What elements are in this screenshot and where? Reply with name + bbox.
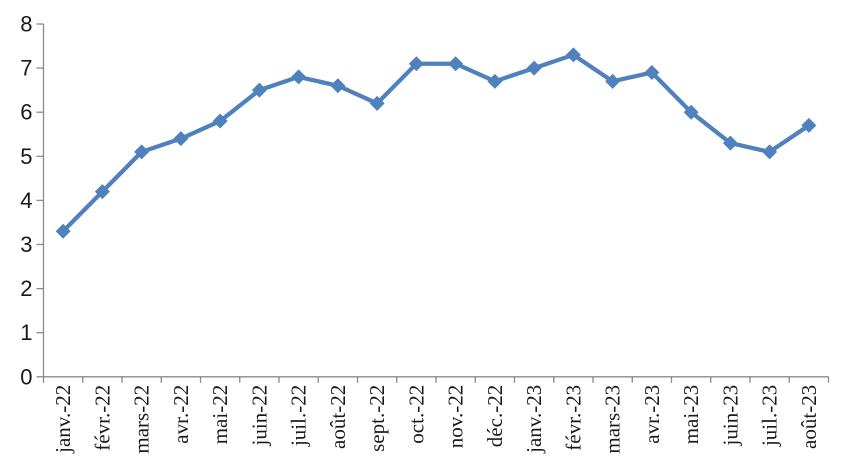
- x-axis-label: avr.-23: [640, 385, 664, 444]
- series-line: [61, 52, 811, 233]
- data-point-marker: [801, 117, 817, 133]
- x-axis-label: oct.-22: [404, 385, 428, 444]
- data-point-marker: [526, 60, 542, 76]
- x-axis-label: mai-23: [679, 385, 703, 444]
- x-axis-label: avr.-22: [169, 385, 193, 444]
- x-axis-label: juin-22: [247, 385, 271, 447]
- x-axis-label: août-22: [326, 385, 350, 449]
- y-axis-label: 3: [20, 232, 32, 257]
- data-point-marker: [291, 69, 307, 85]
- data-point-marker: [212, 113, 228, 129]
- y-axis-label: 1: [20, 320, 32, 345]
- x-axis-label: sept.-22: [365, 385, 389, 452]
- x-axis-label: août-23: [797, 385, 821, 449]
- y-axis-label: 8: [20, 12, 32, 37]
- data-point-marker: [330, 78, 346, 94]
- x-axis-label: févr.-23: [561, 385, 585, 451]
- y-axis-label: 2: [20, 276, 32, 301]
- data-point-marker: [134, 144, 150, 160]
- data-point-marker: [55, 223, 71, 239]
- y-axis-label: 6: [20, 100, 32, 125]
- data-point-marker: [722, 135, 738, 151]
- x-axis-label: mai-22: [208, 385, 232, 444]
- x-axis-label: mars-23: [601, 385, 625, 454]
- y-axis-label: 0: [20, 364, 32, 389]
- data-point-marker: [173, 131, 189, 147]
- data-point-marker: [683, 104, 699, 120]
- x-axis-label: juin-23: [718, 385, 742, 447]
- x-axis-label: mars-22: [130, 385, 154, 454]
- data-point-marker: [605, 73, 621, 89]
- data-point-marker: [94, 184, 110, 200]
- x-axis-label: févr.-22: [90, 385, 114, 451]
- x-axis-label: juil.-22: [287, 385, 311, 447]
- y-axis-label: 7: [20, 56, 32, 81]
- data-point-marker: [762, 144, 778, 160]
- data-point-marker: [448, 56, 464, 72]
- data-point-marker: [408, 56, 424, 72]
- data-point-marker: [369, 95, 385, 111]
- x-axis-label: janv.-23: [522, 385, 546, 454]
- data-point-marker: [565, 47, 581, 63]
- data-point-marker: [487, 73, 503, 89]
- x-axis-label: déc.-22: [483, 385, 507, 447]
- x-axis-label: janv.-22: [51, 385, 75, 454]
- y-axis-label: 4: [20, 188, 32, 213]
- x-axis-label: nov.-22: [444, 385, 468, 448]
- y-axis-label: 5: [20, 144, 32, 169]
- data-point-marker: [644, 65, 660, 81]
- x-axis-label: juil.-23: [758, 385, 782, 447]
- data-point-marker: [251, 82, 267, 98]
